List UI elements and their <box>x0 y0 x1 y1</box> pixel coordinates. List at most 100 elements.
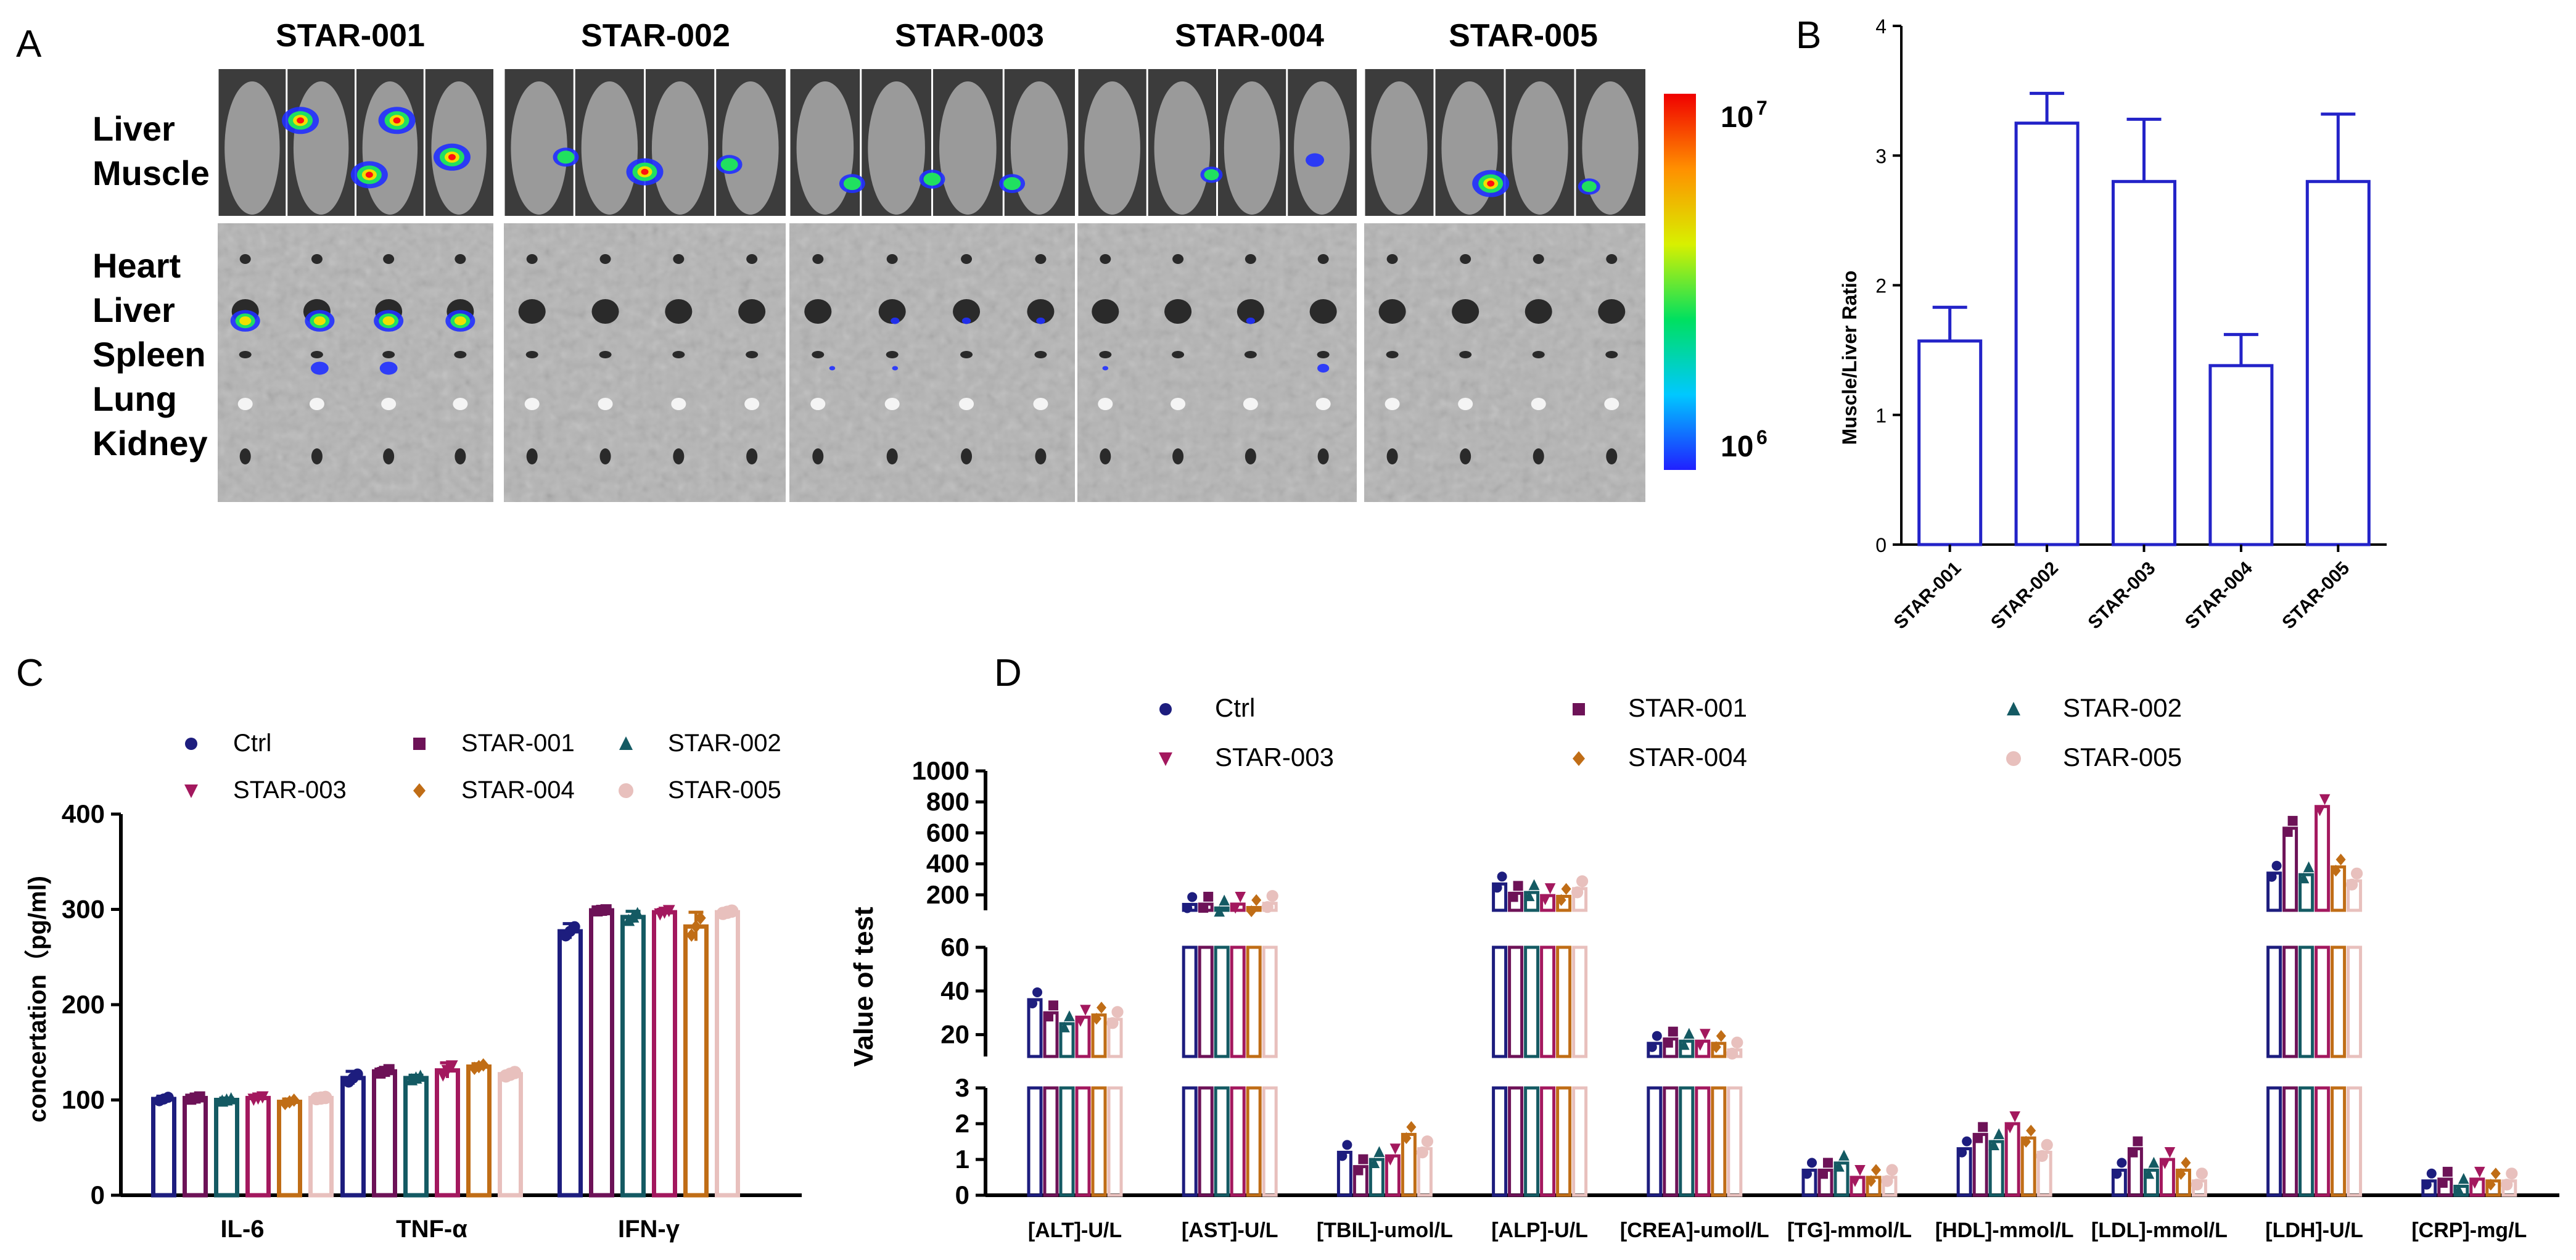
imaging-photos <box>216 69 1645 502</box>
data-point <box>1807 1158 1817 1168</box>
organ <box>1459 351 1472 358</box>
y-axis-label: Muscle/Liver Ratio <box>1838 271 1861 445</box>
data-point <box>1337 1151 1348 1161</box>
organ <box>1606 254 1618 264</box>
data-point <box>2026 1124 2036 1137</box>
data-point <box>1373 1146 1385 1157</box>
data-point <box>2303 861 2315 873</box>
x-tick-label: TNF-α <box>396 1216 467 1243</box>
imaging-panel: STAR-001 STAR-002 STAR-003 STAR-004 STAR-005… <box>93 18 1767 502</box>
bar-segment <box>1401 1132 1417 1197</box>
bar-segment <box>2266 945 2282 1058</box>
data-point <box>2442 1166 2453 1177</box>
bar-segment <box>1866 1176 1882 1197</box>
data-point <box>2458 1172 2469 1184</box>
data-point <box>2485 1179 2496 1191</box>
bar <box>214 1098 239 1198</box>
colorbar-min-label: 10 <box>1721 430 1753 463</box>
signal-blob <box>843 177 861 191</box>
organ <box>673 448 685 464</box>
organ <box>591 299 619 324</box>
data-point <box>1523 890 1535 902</box>
bar-segment <box>2315 805 2331 912</box>
organ <box>886 254 898 264</box>
y-axis-label: Value of test <box>849 907 879 1067</box>
signal-blob <box>1036 317 1045 324</box>
data-point <box>194 1091 205 1103</box>
x-tick-label: [LDH]-U/L <box>2265 1219 2363 1242</box>
data-point <box>686 928 697 942</box>
legend-marker <box>1159 703 1172 715</box>
cytokine-chart: 0 100 200 300 400 concertation（pg/ml) IL-6 TNF-… <box>24 730 802 1243</box>
organ <box>1098 398 1113 410</box>
organ <box>1606 448 1618 464</box>
x-tick-label: [CRP]-mg/L <box>2411 1219 2527 1242</box>
bar-segment <box>1230 1086 1246 1197</box>
organ <box>1172 351 1185 358</box>
data-point <box>1513 881 1523 891</box>
data-point <box>1508 892 1518 902</box>
organ <box>311 448 323 464</box>
row-label: Liver <box>93 109 175 148</box>
panel-label-d: D <box>994 652 1022 694</box>
bar-segment <box>1091 1086 1107 1197</box>
bar-segment <box>1492 1086 1508 1197</box>
legend-marker <box>413 738 426 750</box>
signal-blob <box>557 150 575 164</box>
signal-blob <box>892 366 899 371</box>
group-header: STAR-001 <box>276 18 425 54</box>
organ <box>744 398 760 410</box>
organ <box>454 351 467 358</box>
bar <box>466 1064 492 1198</box>
data-point <box>2426 1168 2437 1179</box>
data-point <box>2501 1179 2513 1191</box>
organ <box>1460 254 1471 264</box>
y-tick-label: 20 <box>940 1020 969 1049</box>
organ <box>1531 398 1546 410</box>
data-point <box>1198 902 1209 913</box>
data-point <box>2474 1166 2485 1178</box>
signal-blob <box>923 173 941 186</box>
y-tick-label: 60 <box>940 933 969 961</box>
data-point <box>1111 1006 1124 1018</box>
bar-segment <box>2175 1168 2191 1197</box>
bar-segment <box>1572 945 1588 1058</box>
signal-blob <box>297 117 305 124</box>
organ <box>738 299 766 324</box>
data-point <box>383 1064 395 1076</box>
mouse-silhouette <box>1371 81 1428 215</box>
bar <box>1917 339 1983 546</box>
organ <box>810 398 826 410</box>
organ <box>1035 254 1047 264</box>
mouse-silhouette <box>939 81 997 215</box>
data-point <box>1048 1000 1058 1011</box>
y-axis-label: concertation（pg/ml) <box>24 876 51 1122</box>
mouse-silhouette <box>1512 81 1568 215</box>
organ <box>1533 254 1544 264</box>
organ-image <box>789 223 1075 502</box>
data-point <box>1075 1016 1086 1027</box>
x-tick-label: STAR-005 <box>2278 558 2353 633</box>
bar-segment <box>1182 1086 1198 1197</box>
y-tick-label: 200 <box>62 990 105 1019</box>
data-point <box>508 1066 522 1079</box>
bar <box>683 924 709 1198</box>
data-point <box>414 1069 427 1082</box>
y-tick-label: 800 <box>926 787 969 816</box>
bar-segment <box>2331 945 2347 1058</box>
organ <box>526 254 538 264</box>
bar-segment <box>1679 1086 1695 1197</box>
bar <box>2208 364 2274 546</box>
y-tick-label: 100 <box>62 1085 105 1114</box>
mouse-silhouette <box>1582 81 1639 215</box>
panel-label-c: C <box>16 652 44 694</box>
organ <box>886 351 899 358</box>
signal-blob <box>1317 364 1330 373</box>
muscle-liver-ratio-chart: 0 1 2 3 4 Muscle/Liver Ratio STAR-001 STAR-002 S… <box>1838 15 2387 633</box>
mouse-silhouette <box>1224 81 1280 215</box>
bar-segment <box>1246 945 1262 1058</box>
data-point <box>1182 903 1193 913</box>
data-point <box>1251 894 1262 907</box>
data-point <box>1556 894 1566 906</box>
row-label: Liver <box>93 290 175 329</box>
